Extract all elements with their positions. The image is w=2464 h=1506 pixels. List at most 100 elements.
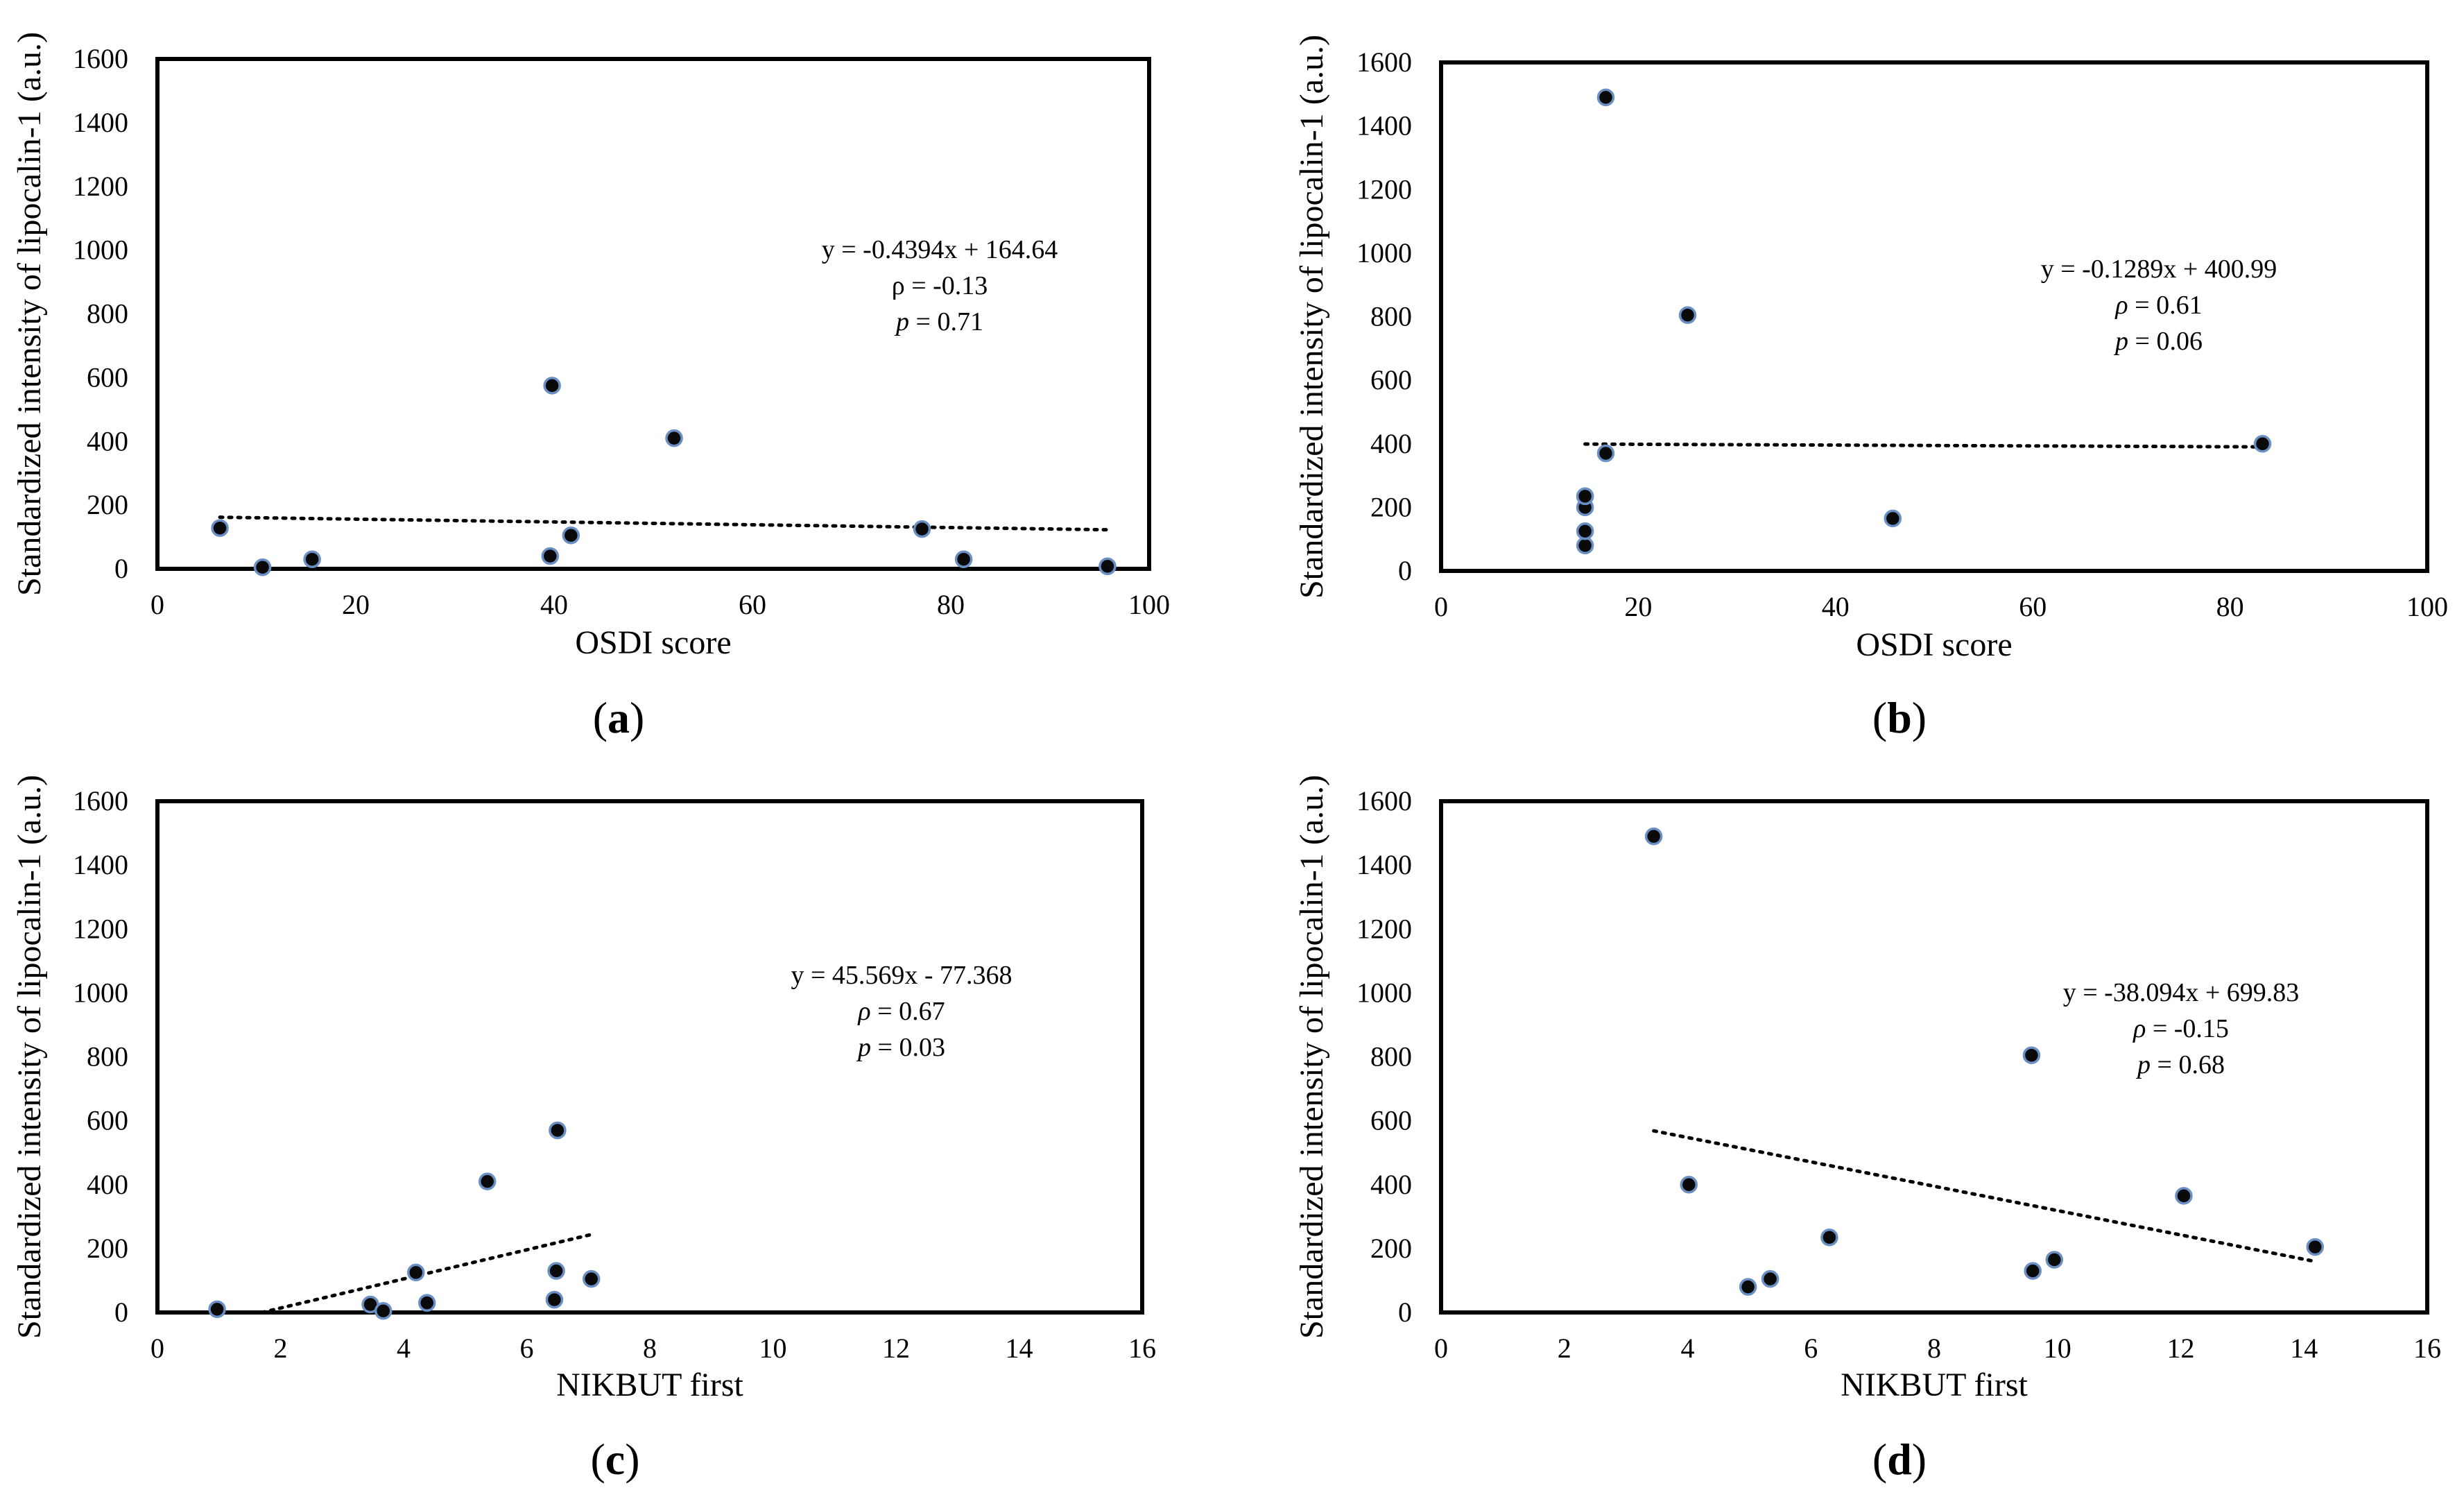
data-point [478, 1172, 497, 1190]
x-tick-label: 80 [2216, 591, 2244, 622]
plot-area-frame [1439, 799, 2429, 1315]
y-tick-label: 1600 [1356, 785, 1412, 816]
data-point [208, 1300, 226, 1319]
regression-equation: y = 45.569x - 77.368 [791, 961, 1012, 990]
data-point [407, 1263, 425, 1282]
chart-panel-d: 0 200 400 600 800 1000 1200 1400 1600 0 2 4 6 8 10 12 14… [1293, 775, 2441, 1484]
data-point [1596, 88, 1615, 107]
regression-equation: y = -0.4394x + 164.64 [822, 235, 1058, 264]
y-tick-label: 800 [87, 298, 128, 330]
x-tick-label: 8 [643, 1333, 657, 1364]
data-point [211, 519, 229, 537]
y-tick-label: 200 [87, 489, 128, 520]
data-point [1678, 306, 1697, 324]
y-tick-label: 1000 [73, 977, 128, 1008]
x-tick-label: 2 [1558, 1333, 1571, 1364]
y-tick-label: 1200 [1356, 173, 1412, 205]
regression-equation: y = -38.094x + 699.83 [2063, 978, 2300, 1007]
x-tick-label: 60 [739, 589, 766, 620]
y-tick-label: 400 [87, 425, 128, 456]
regression-equation: y = -0.1289x + 400.99 [2041, 255, 2277, 284]
y-tick-label: 1600 [1356, 46, 1412, 78]
x-tick-label: 80 [937, 589, 965, 620]
x-tick-label: 100 [1128, 589, 1170, 620]
data-point [543, 377, 561, 395]
y-tick-label: 1400 [1356, 849, 1412, 880]
data-point [1576, 487, 1594, 506]
y-tick-label: 200 [1370, 491, 1412, 522]
chart-panel-b: 0 200 400 600 800 1000 1200 1400 1600 0 20 40 60 80 10… [1293, 35, 2448, 742]
x-tick-label: 40 [540, 589, 568, 620]
x-tick-label: 14 [2290, 1333, 2318, 1364]
data-point [1576, 522, 1594, 540]
x-tick-label: 20 [1624, 591, 1652, 622]
y-tick-label: 600 [1370, 1105, 1412, 1136]
x-axis-title: OSDI score [1856, 626, 2012, 663]
data-point [1761, 1269, 1780, 1288]
y-tick-label: 1600 [73, 785, 128, 816]
data-point [417, 1294, 436, 1312]
x-tick-label: 20 [342, 589, 370, 620]
plot-area-frame [155, 57, 1151, 571]
x-tick-label: 40 [1822, 591, 1850, 622]
y-tick-label: 0 [1398, 1297, 1412, 1328]
y-tick-label: 1400 [73, 849, 128, 880]
x-tick-label: 12 [882, 1333, 910, 1364]
x-tick-label: 8 [1927, 1333, 1941, 1364]
y-tick-label: 800 [87, 1041, 128, 1072]
data-point [541, 547, 560, 565]
y-tick-label: 1000 [1356, 237, 1412, 268]
x-tick-label: 0 [1434, 591, 1448, 622]
data-point [954, 550, 973, 568]
data-point [545, 1290, 564, 1309]
y-tick-label: 800 [1370, 1041, 1412, 1072]
rho-value: ρ = 0.61 [2114, 291, 2202, 320]
chart-panel-a: 0 200 400 600 800 1000 1200 1400 1600 0 20 40 60 80 10… [11, 32, 1170, 742]
x-tick-label: 0 [150, 589, 164, 620]
data-point [1680, 1176, 1698, 1194]
x-tick-label: 16 [1128, 1333, 1156, 1364]
data-point [562, 527, 580, 545]
rho-value: ρ = 0.67 [857, 997, 945, 1026]
plot-area-frame [155, 799, 1144, 1315]
data-point [303, 550, 321, 568]
y-tick-label: 1000 [1356, 977, 1412, 1008]
x-tick-label: 16 [2413, 1333, 2441, 1364]
data-point [582, 1269, 601, 1288]
x-axis-title: NIKBUT first [1841, 1367, 2028, 1403]
panel-label: (b) [1872, 693, 1927, 742]
plot-area-frame [1439, 60, 2429, 573]
chart-panel-c: 0 200 400 600 800 1000 1200 1400 1600 0 2 4 6 8 10 12 14… [11, 775, 1156, 1484]
data-point [1596, 444, 1615, 463]
trendline [1652, 1129, 2317, 1263]
data-point [374, 1301, 393, 1320]
y-tick-label: 1200 [1356, 913, 1412, 944]
x-tick-label: 10 [2044, 1333, 2071, 1364]
x-tick-label: 100 [2406, 591, 2448, 622]
x-tick-label: 4 [1681, 1333, 1695, 1364]
y-tick-label: 600 [87, 1105, 128, 1136]
trendline [218, 515, 1110, 532]
y-tick-label: 200 [87, 1233, 128, 1264]
x-tick-label: 2 [274, 1333, 288, 1364]
y-tick-label: 1400 [1356, 110, 1412, 142]
data-point [1576, 536, 1594, 555]
data-point [1884, 509, 1902, 528]
y-tick-label: 1200 [73, 913, 128, 944]
y-tick-label: 1600 [73, 43, 128, 74]
data-point [547, 1262, 565, 1280]
y-tick-label: 0 [1398, 555, 1412, 586]
y-tick-label: 400 [1370, 428, 1412, 459]
x-tick-label: 4 [397, 1333, 411, 1364]
data-point [1739, 1278, 1757, 1296]
data-point [549, 1121, 567, 1140]
x-tick-label: 10 [759, 1333, 787, 1364]
x-tick-label: 6 [520, 1333, 534, 1364]
y-axis-title: Standardized intensity of lipocalin-1 (a… [11, 32, 48, 596]
p-value: p = 0.68 [2135, 1050, 2225, 1079]
data-point [665, 429, 683, 447]
y-tick-label: 200 [1370, 1233, 1412, 1264]
panel-label: (c) [590, 1435, 639, 1484]
y-axis-title: Standardized intensity of lipocalin-1 (a… [1293, 775, 1330, 1339]
y-tick-label: 1400 [73, 107, 128, 138]
